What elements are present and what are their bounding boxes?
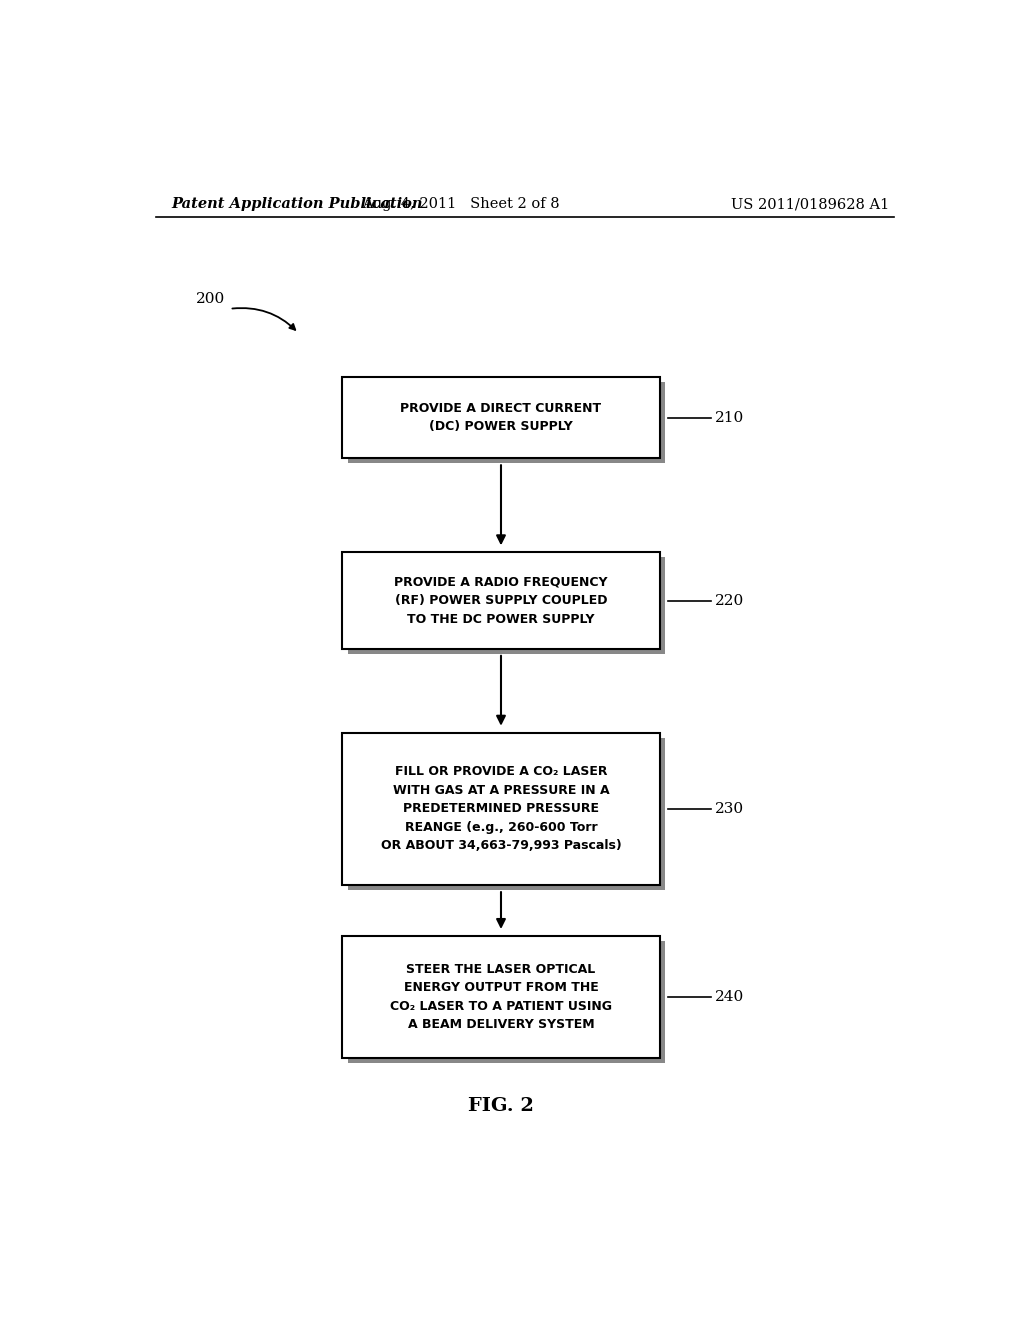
Text: STEER THE LASER OPTICAL
ENERGY OUTPUT FROM THE
CO₂ LASER TO A PATIENT USING
A BE: STEER THE LASER OPTICAL ENERGY OUTPUT FR… [390,962,612,1031]
Bar [342,552,659,649]
Bar [348,941,666,1063]
Text: 220: 220 [715,594,744,607]
Text: Aug. 4, 2011   Sheet 2 of 8: Aug. 4, 2011 Sheet 2 of 8 [362,197,560,211]
Text: 210: 210 [715,411,744,425]
Text: FILL OR PROVIDE A CO₂ LASER
WITH GAS AT A PRESSURE IN A
PREDETERMINED PRESSURE
R: FILL OR PROVIDE A CO₂ LASER WITH GAS AT … [381,766,622,853]
Text: 200: 200 [196,292,224,306]
Text: PROVIDE A DIRECT CURRENT
(DC) POWER SUPPLY: PROVIDE A DIRECT CURRENT (DC) POWER SUPP… [400,401,601,433]
Text: 240: 240 [715,990,744,1005]
Text: US 2011/0189628 A1: US 2011/0189628 A1 [731,197,890,211]
Bar [348,738,666,890]
Bar [348,557,666,653]
Bar [342,936,659,1057]
Bar [342,733,659,886]
Text: Patent Application Publication: Patent Application Publication [172,197,423,211]
Text: 230: 230 [715,801,744,816]
Bar [348,381,666,463]
Text: PROVIDE A RADIO FREQUENCY
(RF) POWER SUPPLY COUPLED
TO THE DC POWER SUPPLY: PROVIDE A RADIO FREQUENCY (RF) POWER SUP… [394,576,607,626]
Bar [342,378,659,458]
Text: FIG. 2: FIG. 2 [468,1097,534,1114]
